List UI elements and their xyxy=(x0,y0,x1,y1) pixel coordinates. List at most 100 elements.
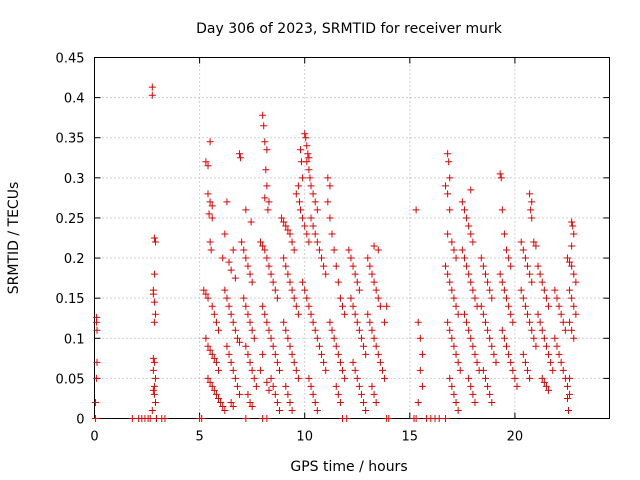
data-point xyxy=(477,302,485,310)
data-point xyxy=(301,286,309,294)
data-point xyxy=(528,214,536,222)
data-point xyxy=(332,262,340,270)
data-point xyxy=(526,318,534,326)
data-point xyxy=(568,218,576,226)
data-point xyxy=(568,326,576,334)
data-point xyxy=(299,278,307,286)
data-point xyxy=(341,310,349,318)
data-point xyxy=(374,294,382,302)
data-point xyxy=(221,286,229,294)
data-point xyxy=(301,130,309,138)
data-point xyxy=(444,190,452,198)
data-point xyxy=(414,318,422,326)
data-point xyxy=(257,366,265,374)
data-point xyxy=(150,390,158,398)
data-point xyxy=(149,290,157,298)
data-point xyxy=(503,294,510,302)
data-point xyxy=(339,302,347,310)
data-point xyxy=(357,334,365,342)
data-point xyxy=(549,366,557,374)
data-point xyxy=(467,382,475,390)
data-point xyxy=(376,302,384,310)
data-point xyxy=(290,294,298,302)
data-point xyxy=(212,390,220,398)
data-point xyxy=(555,302,563,310)
data-point xyxy=(326,318,334,326)
data-point xyxy=(511,374,519,382)
x-axis-title: GPS time / hours xyxy=(290,459,407,475)
data-point xyxy=(242,206,250,214)
data-point xyxy=(231,274,239,282)
data-point xyxy=(563,254,571,262)
data-point xyxy=(306,174,314,182)
data-point xyxy=(265,326,273,334)
data-point xyxy=(212,358,220,366)
data-point xyxy=(297,146,304,154)
data-point xyxy=(261,138,269,146)
data-point xyxy=(223,294,231,302)
data-point xyxy=(262,166,270,174)
data-point xyxy=(521,302,529,310)
data-point xyxy=(370,334,378,342)
data-point xyxy=(297,206,304,214)
y-tick-label: 0.15 xyxy=(56,292,85,307)
data-point xyxy=(568,294,576,302)
data-point xyxy=(225,258,233,266)
data-point xyxy=(248,326,256,334)
data-point xyxy=(351,310,359,318)
data-point xyxy=(259,111,267,119)
x-tick-label: 20 xyxy=(507,430,524,445)
data-point xyxy=(265,386,273,394)
data-point xyxy=(336,358,344,366)
data-point xyxy=(315,246,323,254)
data-point xyxy=(442,415,450,422)
data-point xyxy=(282,222,290,230)
data-point xyxy=(318,254,326,262)
data-point xyxy=(221,230,229,238)
data-point xyxy=(566,374,574,382)
data-point xyxy=(280,254,288,262)
y-tick-label: 0.2 xyxy=(64,252,85,267)
data-point xyxy=(448,382,456,390)
data-point xyxy=(500,286,508,294)
data-point xyxy=(280,218,288,226)
data-point xyxy=(219,254,227,262)
data-point xyxy=(452,398,460,406)
data-point xyxy=(229,366,237,374)
data-point xyxy=(385,415,393,422)
data-point xyxy=(473,358,481,366)
data-point xyxy=(532,342,540,350)
data-point xyxy=(444,318,452,326)
data-point xyxy=(481,318,489,326)
data-point xyxy=(250,374,258,382)
data-point xyxy=(263,318,271,326)
data-point xyxy=(227,310,235,318)
data-point xyxy=(347,254,355,262)
data-point xyxy=(150,234,158,242)
data-point xyxy=(528,278,536,286)
data-point xyxy=(288,238,296,246)
data-point xyxy=(445,158,453,166)
data-point xyxy=(503,246,510,254)
data-point xyxy=(519,294,527,302)
data-point xyxy=(263,146,271,154)
data-point xyxy=(448,334,456,342)
data-point xyxy=(534,310,542,318)
data-point xyxy=(497,174,505,182)
data-point xyxy=(414,398,422,406)
plot-area-frame xyxy=(94,57,610,419)
data-point xyxy=(446,374,454,382)
data-point xyxy=(526,270,534,278)
data-point xyxy=(481,374,489,382)
data-point xyxy=(341,374,349,382)
data-point xyxy=(149,386,157,394)
data-point xyxy=(368,270,376,278)
data-point xyxy=(208,382,216,390)
grid-lines xyxy=(94,57,610,419)
data-point xyxy=(267,334,275,342)
y-tick-label: 0.3 xyxy=(64,172,85,187)
data-point xyxy=(496,170,504,178)
data-point xyxy=(374,350,382,358)
data-point xyxy=(372,342,380,350)
data-point xyxy=(454,358,462,366)
